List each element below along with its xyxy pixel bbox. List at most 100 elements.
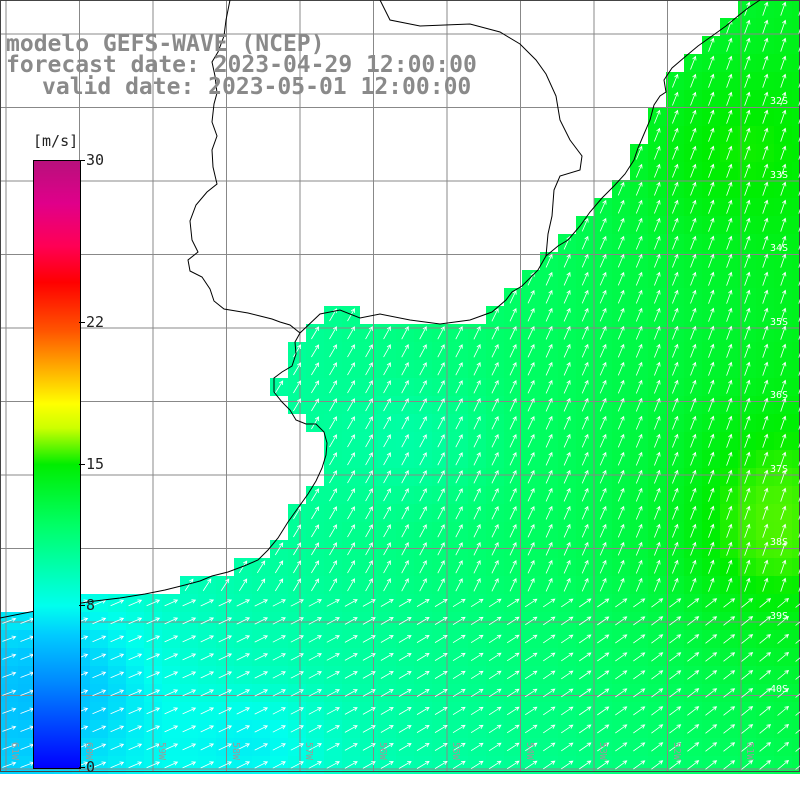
- wind-arrow: [455, 470, 463, 484]
- wind-arrow: [398, 707, 412, 715]
- wind-arrow: [780, 469, 787, 484]
- latitude-label: 36S: [770, 390, 789, 401]
- wind-arrow: [236, 743, 251, 751]
- wind-arrow: [488, 724, 502, 734]
- wind-arrow: [744, 469, 751, 484]
- wind-arrow: [184, 578, 194, 592]
- wind-arrow: [708, 325, 715, 340]
- wind-arrow: [690, 289, 697, 304]
- wind-arrow: [581, 541, 589, 556]
- wind-arrow: [759, 634, 772, 644]
- wind-speed-cell: [792, 54, 800, 72]
- wind-arrow: [633, 742, 646, 752]
- wind-arrow: [509, 325, 517, 340]
- wind-arrow: [164, 635, 179, 643]
- wind-arrow: [437, 488, 445, 502]
- wind-arrow: [509, 505, 517, 520]
- wind-arrow: [578, 670, 592, 680]
- wind-speed-cell: [792, 648, 800, 666]
- wind-arrow: [470, 688, 484, 698]
- wind-arrow: [578, 724, 592, 734]
- wind-arrow: [182, 599, 197, 607]
- wind-arrow: [599, 307, 607, 322]
- wind-arrow: [708, 235, 715, 250]
- wind-arrow: [527, 361, 535, 376]
- wind-arrow: [633, 598, 646, 608]
- longitude-label: 60W: [82, 742, 94, 761]
- wind-speed-cell: [792, 234, 800, 252]
- wind-arrow: [200, 617, 215, 625]
- wind-arrow: [654, 379, 661, 394]
- wind-arrow: [2, 671, 17, 678]
- wind-arrow: [726, 217, 733, 232]
- wind-arrow: [690, 235, 697, 250]
- wind-arrow: [383, 524, 391, 538]
- wind-arrow: [744, 397, 751, 412]
- wind-arrow: [437, 362, 445, 376]
- wind-arrow: [654, 415, 661, 430]
- wind-arrow: [92, 707, 107, 715]
- wind-arrow: [599, 325, 607, 340]
- wind-arrow: [2, 743, 17, 750]
- wind-arrow: [506, 634, 520, 644]
- wind-arrow: [708, 109, 715, 124]
- wind-arrow: [365, 470, 373, 484]
- wind-arrow: [347, 308, 355, 322]
- wind-arrow: [437, 380, 445, 394]
- wind-arrow: [308, 689, 322, 697]
- wind-arrow: [690, 55, 697, 70]
- wind-arrow: [780, 109, 787, 124]
- wind-arrow: [633, 634, 646, 644]
- wind-arrow: [635, 379, 643, 394]
- wind-arrow: [545, 307, 553, 322]
- wind-arrow: [401, 452, 409, 466]
- wind-arrow: [762, 127, 769, 142]
- wind-arrow: [708, 379, 715, 394]
- wind-arrow: [437, 578, 445, 592]
- wind-arrow: [672, 109, 679, 124]
- wind-arrow: [110, 761, 125, 769]
- wind-speed-cell: [792, 666, 800, 684]
- wind-arrow: [164, 725, 179, 733]
- colorbar-unit: [m/s]: [33, 132, 79, 150]
- wind-arrow: [563, 307, 571, 322]
- wind-arrow: [777, 741, 790, 752]
- wind-speed-cell: [792, 72, 800, 90]
- wind-arrow: [741, 670, 754, 680]
- wind-arrow: [344, 743, 358, 751]
- wind-arrow: [470, 598, 484, 608]
- wind-arrow: [672, 577, 679, 592]
- wind-arrow: [236, 653, 251, 661]
- wind-arrow: [362, 671, 376, 679]
- wind-arrow: [128, 761, 143, 769]
- wind-arrow: [762, 541, 769, 556]
- wind-arrow: [293, 542, 302, 556]
- wind-arrow: [759, 688, 772, 698]
- wind-arrow: [473, 361, 481, 376]
- wind-arrow: [524, 760, 538, 770]
- wind-arrow: [524, 706, 538, 716]
- wind-arrow: [488, 616, 502, 626]
- wind-arrow: [723, 760, 736, 770]
- wind-arrow: [344, 725, 358, 733]
- wind-arrow: [780, 379, 787, 394]
- wind-arrow: [672, 523, 679, 538]
- wind-arrow: [383, 488, 391, 502]
- wind-arrow: [434, 688, 448, 697]
- wind-arrow: [329, 452, 337, 466]
- wind-arrow: [182, 761, 197, 769]
- wind-arrow: [744, 343, 751, 358]
- wind-arrow: [669, 670, 682, 680]
- wind-arrow: [705, 652, 718, 662]
- wind-arrow: [419, 578, 427, 592]
- wind-arrow: [545, 343, 553, 358]
- wind-arrow: [635, 163, 643, 178]
- wind-arrow: [563, 487, 571, 502]
- wind-arrow: [762, 577, 769, 592]
- wind-arrow: [347, 578, 355, 592]
- wind-arrow: [780, 325, 787, 340]
- wind-speed-cell: [792, 396, 800, 414]
- wind-arrow: [723, 724, 736, 734]
- wind-arrow: [218, 725, 233, 733]
- wind-arrow: [726, 361, 733, 376]
